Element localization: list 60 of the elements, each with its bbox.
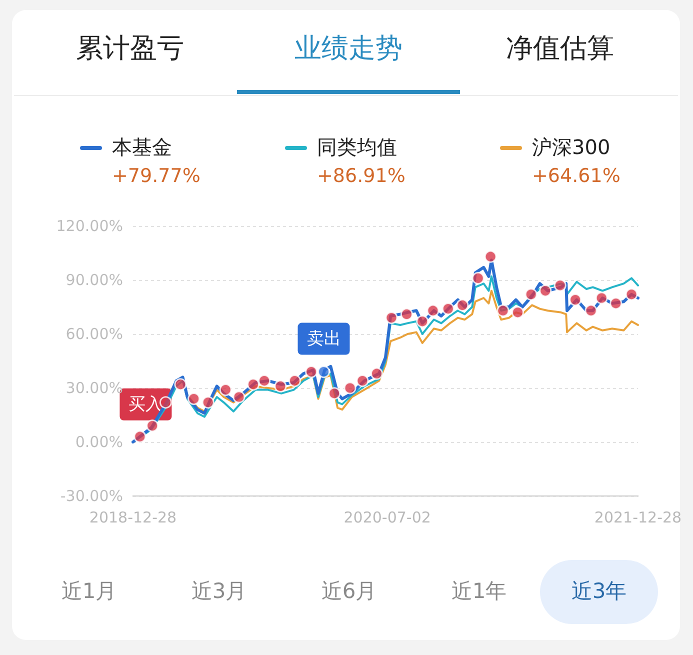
text: +86.91% bbox=[317, 165, 406, 187]
point bbox=[539, 284, 552, 298]
point bbox=[258, 374, 271, 388]
text: 净值估算 bbox=[505, 32, 615, 66]
x-tick-label: 2020-07-02 bbox=[344, 508, 431, 526]
x-tick-label: 2018-12-28 bbox=[89, 508, 177, 526]
y-tick-label: 30.00% bbox=[66, 379, 123, 397]
text: 累计盈亏 bbox=[75, 32, 185, 66]
point bbox=[370, 367, 383, 380]
point bbox=[288, 374, 301, 388]
point bbox=[484, 250, 497, 263]
point bbox=[274, 380, 287, 392]
point bbox=[472, 272, 484, 284]
point bbox=[554, 279, 566, 292]
annotation: 卖出 bbox=[306, 328, 341, 349]
point bbox=[318, 366, 330, 378]
point bbox=[385, 312, 398, 324]
point bbox=[134, 430, 146, 443]
y-tick-label: 120.00% bbox=[56, 217, 123, 235]
point bbox=[344, 382, 356, 394]
point bbox=[356, 374, 369, 388]
text: +64.61% bbox=[532, 165, 622, 187]
point bbox=[416, 315, 429, 328]
point bbox=[202, 396, 214, 409]
point bbox=[426, 304, 440, 317]
y-tick-label: 60.00% bbox=[66, 325, 123, 343]
point bbox=[188, 392, 200, 406]
y-tick-label: 0.00% bbox=[75, 433, 123, 451]
text: 近1年 bbox=[450, 578, 508, 605]
point bbox=[456, 298, 469, 312]
point bbox=[496, 304, 510, 317]
point bbox=[584, 304, 598, 317]
point bbox=[400, 308, 413, 320]
y-tick-label: -30.00% bbox=[60, 487, 123, 505]
point bbox=[328, 387, 341, 400]
chart-title: 业绩走势 bbox=[294, 32, 404, 66]
text: +79.77% bbox=[112, 165, 202, 187]
x-tick-label: 2021-12-28 bbox=[594, 508, 682, 526]
text: 近1月 bbox=[60, 578, 118, 605]
point bbox=[219, 384, 232, 396]
point bbox=[247, 378, 260, 391]
point bbox=[442, 302, 454, 316]
point bbox=[232, 390, 246, 404]
point bbox=[569, 294, 582, 306]
point bbox=[595, 292, 608, 304]
point bbox=[610, 297, 622, 310]
legend-label: 同类均值 bbox=[317, 134, 397, 161]
legend-label: 沪深300 bbox=[532, 134, 610, 161]
point bbox=[174, 378, 187, 391]
text: 近3年 bbox=[570, 578, 628, 605]
point bbox=[625, 288, 638, 301]
text: 近6月 bbox=[320, 578, 378, 605]
legend-label: 本基金 bbox=[112, 134, 172, 161]
point bbox=[305, 366, 318, 378]
point bbox=[524, 288, 538, 301]
text: 近3月 bbox=[190, 578, 248, 605]
point bbox=[512, 306, 524, 319]
y-tick-label: 90.00% bbox=[66, 271, 123, 289]
annotation: 买入 bbox=[128, 394, 163, 414]
point bbox=[146, 420, 159, 432]
